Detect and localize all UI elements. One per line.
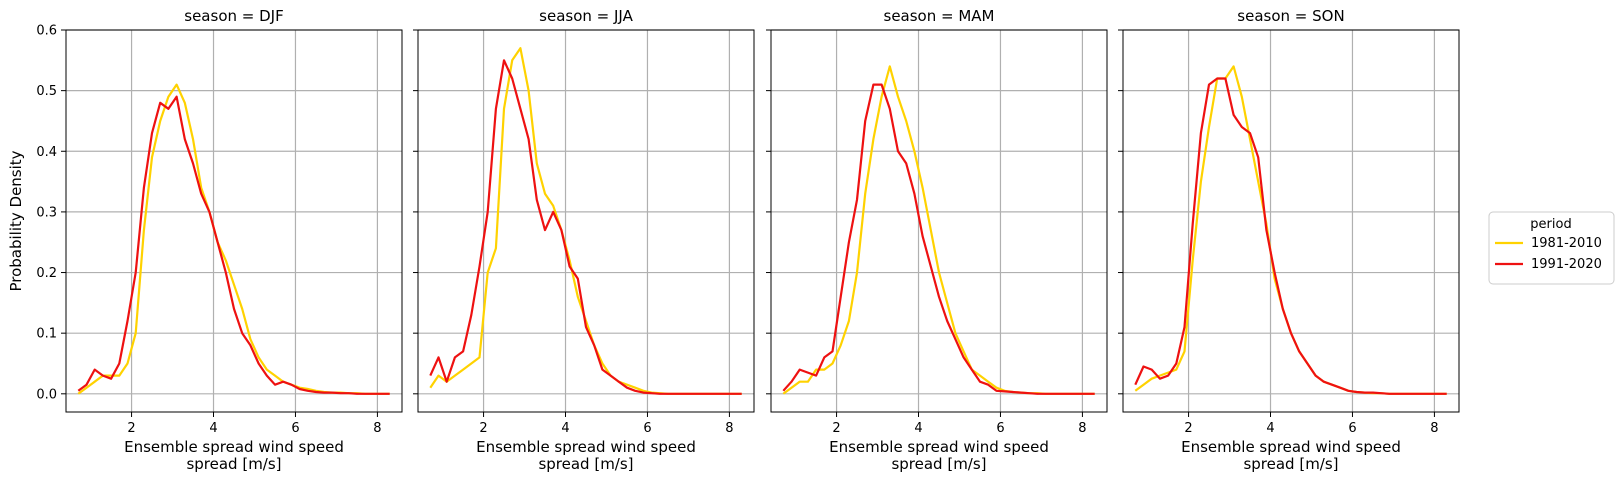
panel-mam: 2 4 6 8 season = MAM Ensemble spread wind spe… (766, 7, 1108, 473)
legend-box (1488, 211, 1615, 285)
x-axis-label: spread [m/s] (891, 455, 986, 473)
x-tick-label: 4 (209, 421, 217, 436)
legend-label: 1991-2020 (1531, 257, 1602, 272)
x-axis-label: Ensemble spread wind speed (124, 438, 344, 456)
panel-title: season = SON (1237, 7, 1344, 25)
panel-son: 2 4 6 8 season = SON Ensemble spread wind spe… (1118, 7, 1460, 473)
series-line-1981-2010 (1134, 65, 1447, 395)
y-tick-label: 0.5 (36, 84, 57, 99)
series-line-1981-2010 (77, 83, 390, 395)
x-tick-label: 8 (725, 421, 733, 436)
y-tick-label: 0.0 (36, 387, 57, 402)
panel-jja: 2 4 6 8 season = JJA Ensemble spread wind spe… (413, 7, 755, 473)
x-axis-label: Ensemble spread wind speed (1181, 438, 1401, 456)
series-line-1991-2020 (1134, 77, 1447, 395)
series-line-1991-2020 (429, 59, 742, 395)
y-tick-label: 0.4 (36, 145, 57, 160)
x-tick-label: 6 (291, 421, 299, 436)
x-tick-label: 8 (373, 421, 381, 436)
panel-title: season = MAM (884, 7, 995, 25)
y-tick-label: 0.3 (36, 205, 57, 220)
x-tick-label: 6 (1348, 421, 1356, 436)
x-tick-label: 2 (127, 421, 135, 436)
x-tick-label: 8 (1430, 421, 1438, 436)
panel-title: season = JJA (539, 7, 633, 25)
y-tick-label: 0.2 (36, 266, 57, 281)
x-tick-label: 2 (479, 421, 487, 436)
panel-djf: 2 4 6 8 0.0 0.1 0.2 0.3 0.4 0.5 0.6 season = DJF Ens… (36, 7, 403, 473)
x-tick-label: 6 (643, 421, 651, 436)
legend-label: 1981-2010 (1531, 236, 1602, 251)
plot-frame (65, 29, 403, 413)
series-line-1991-2020 (77, 95, 390, 395)
legend-title: period (1530, 217, 1571, 232)
series-line-1991-2020 (782, 83, 1095, 395)
x-tick-label: 6 (996, 421, 1004, 436)
x-tick-label: 4 (1266, 421, 1274, 436)
x-tick-label: 2 (832, 421, 840, 436)
x-tick-label: 4 (914, 421, 922, 436)
x-axis-label: spread [m/s] (186, 455, 281, 473)
x-axis-label: spread [m/s] (1243, 455, 1338, 473)
legend: period 1981-2010 1991-2020 (1488, 211, 1615, 285)
y-tick-label: 0.6 (36, 24, 57, 39)
x-tick-label: 2 (1184, 421, 1192, 436)
y-tick-label: 0.1 (36, 327, 57, 342)
panel-title: season = DJF (184, 7, 283, 25)
plot-frame (1122, 29, 1460, 413)
plot-frame (770, 29, 1108, 413)
x-axis-label: Ensemble spread wind speed (476, 438, 696, 456)
series-line-1981-2010 (429, 47, 742, 395)
x-tick-label: 4 (561, 421, 569, 436)
plot-frame (417, 29, 755, 413)
x-axis-label: Ensemble spread wind speed (829, 438, 1049, 456)
x-tick-label: 8 (1078, 421, 1086, 436)
y-axis-label: Probability Density (7, 150, 25, 291)
x-axis-label: spread [m/s] (538, 455, 633, 473)
series-line-1981-2010 (782, 65, 1095, 395)
